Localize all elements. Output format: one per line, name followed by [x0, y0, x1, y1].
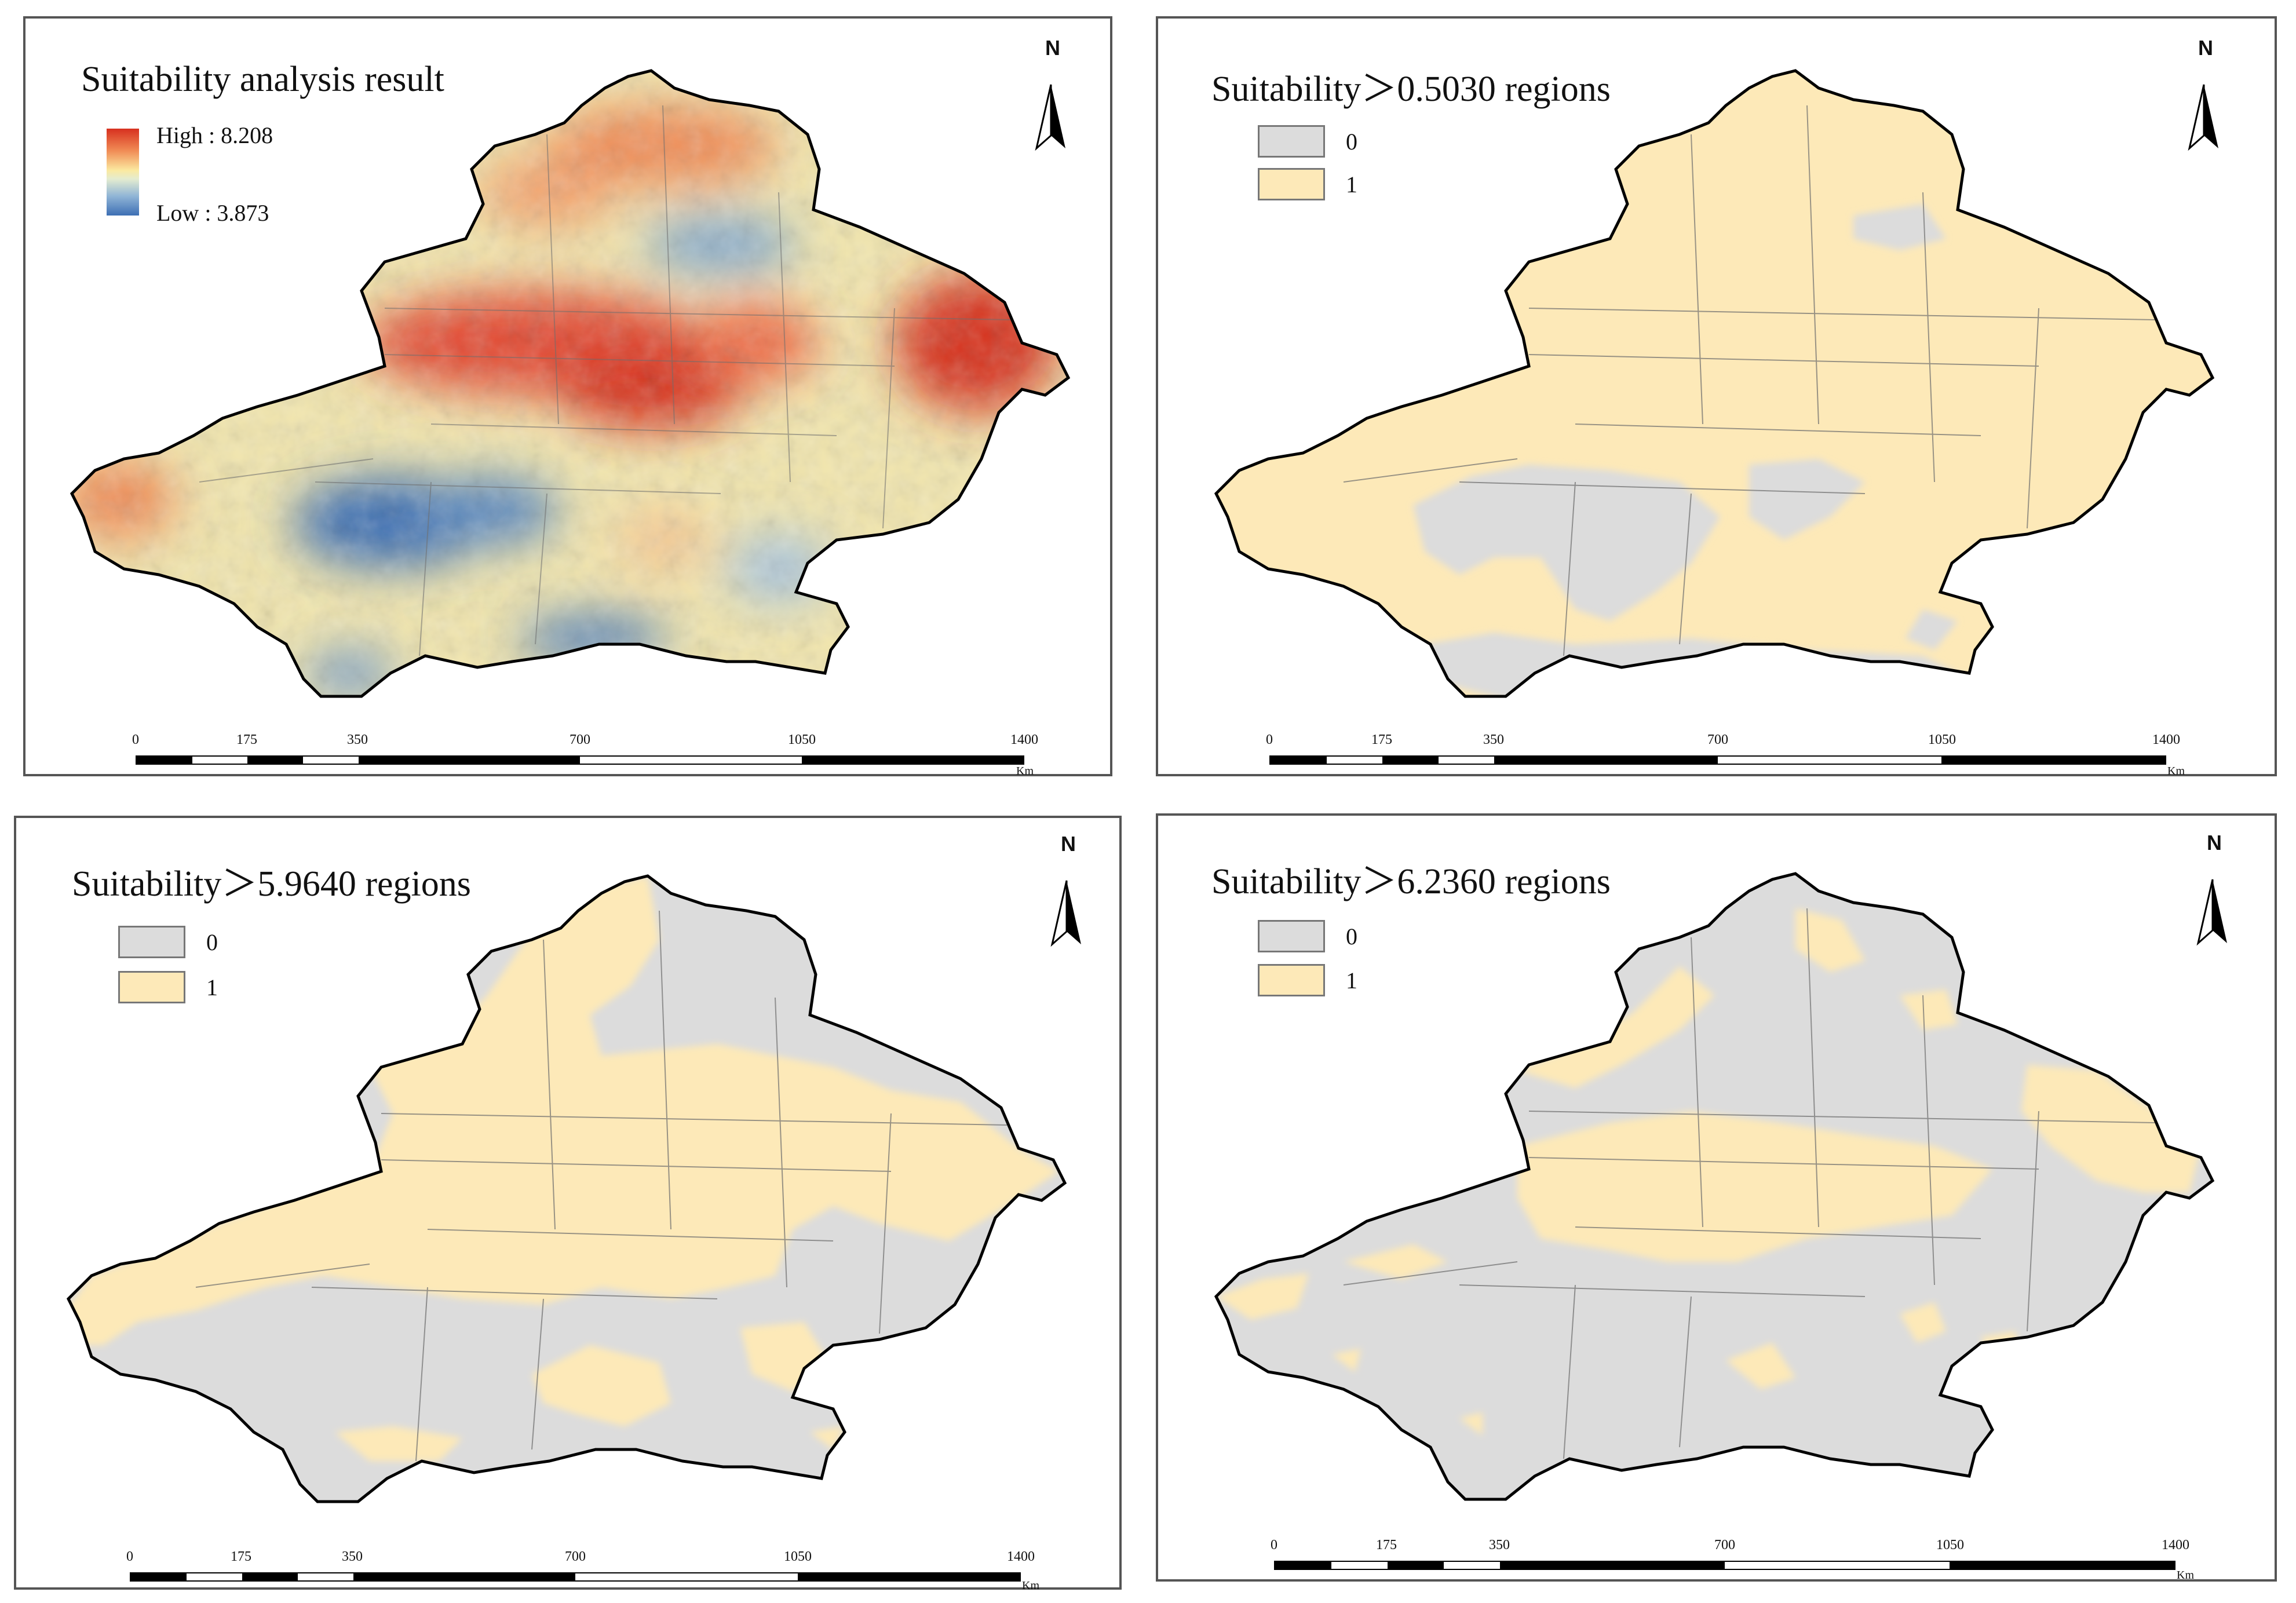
scale-bar	[1274, 1561, 2175, 1570]
north-label: N	[1061, 832, 1076, 856]
scale-unit: Km	[1022, 1579, 1039, 1592]
scale-tick: 1400	[1007, 1549, 1035, 1564]
north-label: N	[2198, 36, 2213, 60]
north-arrow-icon	[1050, 880, 1081, 947]
legend-label: 0	[1346, 128, 1357, 155]
map-panel-threshold-6-2360: Suitability＞6.2360 regions 0 1 N 0 175 3…	[1156, 813, 2277, 1582]
legend-swatch-suitable	[1258, 964, 1325, 996]
scale-tick: 350	[1489, 1538, 1510, 1553]
scale-tick: 1400	[1010, 732, 1038, 747]
scale-tick: 0	[1266, 732, 1273, 747]
map-suitability-heat	[25, 19, 1115, 779]
legend-high-label: High : 8.208	[156, 122, 273, 148]
map-binary-5-9640	[16, 818, 1124, 1592]
legend-label: 0	[1346, 923, 1357, 950]
legend-item-1: 1	[1258, 964, 1357, 996]
map-binary-0-5030	[1158, 19, 2279, 779]
panel-title: Suitability＞0.5030 regions	[1211, 70, 1611, 109]
legend-label: 0	[206, 929, 218, 955]
north-arrow-icon	[2188, 84, 2218, 151]
scale-unit: Km	[2167, 765, 2185, 777]
scale-tick: 175	[231, 1549, 251, 1564]
scale-tick: 700	[1707, 732, 1728, 747]
scale-tick: 350	[347, 732, 368, 747]
map-panel-suitability-result: Suitability analysis result High : 8.208…	[23, 16, 1115, 779]
legend-item-1: 1	[118, 971, 218, 1003]
north-arrow-icon	[1035, 84, 1065, 151]
legend-item-1: 1	[1258, 168, 1357, 200]
legend-item-0: 0	[1258, 920, 1357, 952]
scale-tick: 700	[565, 1549, 586, 1564]
legend-label: 1	[1346, 967, 1357, 994]
legend-swatch-unsuitable	[1258, 920, 1325, 952]
legend-label: 1	[206, 974, 218, 1000]
map-panel-threshold-0-5030: Suitability＞0.5030 regions 0 1 N 0 175 3…	[1156, 16, 2279, 779]
scale-tick: 1050	[1928, 732, 1956, 747]
scale-tick: 0	[1271, 1538, 1277, 1553]
north-label: N	[2207, 831, 2222, 855]
legend-low-label: Low : 3.873	[156, 200, 269, 226]
panel-title: Suitability＞6.2360 regions	[1211, 862, 1611, 901]
scale-bar	[130, 1572, 1021, 1582]
scale-tick: 700	[570, 732, 590, 747]
panel-title: Suitability analysis result	[81, 60, 444, 99]
map-binary-6-2360	[1158, 816, 2279, 1584]
legend-label: 1	[1346, 171, 1357, 198]
scale-tick: 175	[1376, 1538, 1397, 1553]
legend-swatch-unsuitable	[118, 926, 185, 958]
scale-tick: 175	[1371, 732, 1392, 747]
legend-swatch-suitable	[1258, 168, 1325, 200]
scale-tick: 700	[1714, 1538, 1735, 1553]
scale-tick: 350	[1483, 732, 1504, 747]
scale-unit: Km	[1016, 765, 1034, 777]
scale-unit: Km	[2177, 1569, 2194, 1582]
legend-item-0: 0	[1258, 125, 1357, 158]
scale-tick: 1050	[784, 1549, 812, 1564]
scale-tick: 1050	[788, 732, 816, 747]
scale-tick: 1050	[1936, 1538, 1964, 1553]
scale-tick: 1400	[2162, 1538, 2189, 1553]
scale-bar	[1269, 755, 2166, 765]
scale-tick: 175	[236, 732, 257, 747]
scale-tick: 0	[132, 732, 139, 747]
panel-title: Suitability＞5.9640 regions	[72, 864, 471, 904]
gradient-legend-bar	[107, 129, 139, 216]
legend-swatch-suitable	[118, 971, 185, 1003]
north-label: N	[1045, 36, 1060, 60]
map-panel-threshold-5-9640: Suitability＞5.9640 regions 0 1 N 0 175 3…	[14, 816, 1124, 1592]
north-arrow-icon	[2196, 879, 2227, 946]
scale-tick: 1400	[2152, 732, 2180, 747]
scale-tick: 350	[342, 1549, 363, 1564]
scale-tick: 0	[126, 1549, 133, 1564]
legend-swatch-unsuitable	[1258, 125, 1325, 158]
scale-bar	[136, 755, 1024, 765]
legend-item-0: 0	[118, 926, 218, 958]
